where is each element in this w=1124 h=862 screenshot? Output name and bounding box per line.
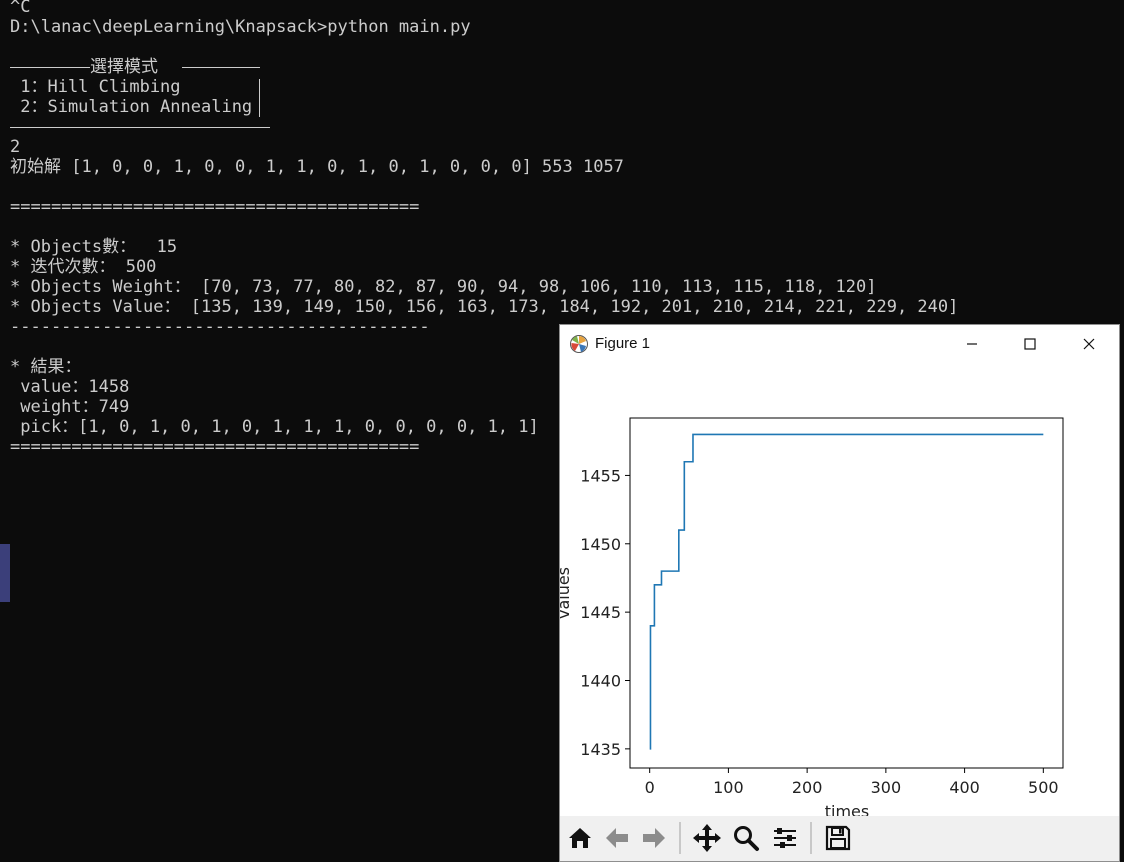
terminal-line-result-header: * 結果： [10,357,82,377]
close-button[interactable] [1060,325,1118,363]
save-icon [825,825,851,851]
menu-box-right-border [259,79,260,117]
menu-box-top-left-border [10,67,90,68]
zoom-button[interactable] [729,820,763,856]
menu-box-top-right-border [182,67,260,68]
figure-title-bar[interactable]: Figure 1 [560,325,1119,363]
configure-subplots-button[interactable] [768,820,802,856]
matplotlib-icon [570,335,588,353]
maximize-icon [1024,338,1036,350]
terminal-line-object-count: * Objects數： 15 [10,237,178,257]
x-tick-label: 300 [871,778,902,797]
menu-box-bottom-border [10,127,270,128]
forward-button[interactable] [637,820,671,856]
taskbar-edge-marker [0,544,10,602]
back-button[interactable] [600,820,634,856]
x-axis-label: times [825,802,869,817]
home-icon [569,828,591,848]
forward-arrow-icon [643,828,665,848]
figure-window[interactable]: Figure 1 1435 1440 1445 1450 1455 0 100 200 300… [559,324,1120,862]
series-line [649,433,1044,750]
terminal-line-iterations: * 迭代次數： 500 [10,257,157,277]
terminal-separator-dashed: ----------------------------------------… [10,317,430,337]
y-tick-label: 1440 [580,672,621,691]
toolbar-separator [810,822,812,854]
terminal-line-initial-solution: 初始解 [1, 0, 0, 1, 0, 0, 1, 1, 0, 1, 0, 1,… [10,157,624,177]
maximize-button[interactable] [1001,325,1059,363]
minimize-button[interactable] [943,325,1001,363]
figure-title: Figure 1 [595,335,651,352]
terminal-line-values: * Objects Value： [135, 139, 149, 150, 15… [10,297,959,317]
save-button[interactable] [821,820,855,856]
close-icon [1083,338,1095,350]
x-axis-ticks: 0 100 200 300 400 500 [645,768,1059,797]
y-tick-label: 1455 [580,466,621,485]
y-tick-label: 1450 [580,535,621,554]
plot-canvas[interactable]: 1435 1440 1445 1450 1455 0 100 200 300 400 500 ti… [560,363,1119,817]
terminal-line-result-pick: pick：[1, 0, 1, 0, 1, 0, 1, 1, 1, 0, 0, 0… [10,417,539,437]
minimize-icon [967,343,977,345]
zoom-icon [734,826,759,851]
y-tick-label: 1435 [580,740,621,759]
y-tick-label: 1445 [580,603,621,622]
terminal-line-choice: 2 [10,137,21,157]
pan-icon [693,824,721,852]
x-tick-label: 200 [792,778,823,797]
axes-frame [629,417,1064,769]
y-axis-ticks: 1435 1440 1445 1450 1455 [580,466,630,759]
figure-toolbar [560,816,1119,861]
terminal-separator-top: ======================================== [10,197,420,217]
home-button[interactable] [563,820,597,856]
configure-subplots-icon [774,828,796,848]
terminal-separator-bottom: ======================================== [10,437,420,457]
x-tick-label: 0 [645,778,655,797]
terminal-line-interrupt: ^C [10,0,31,17]
terminal-line-result-value: value：1458 [10,377,130,397]
menu-option-hill-climbing: 1：Hill Climbing [10,77,181,97]
back-arrow-icon [606,828,628,848]
toolbar-separator [679,822,681,854]
pan-button[interactable] [690,820,724,856]
x-tick-label: 400 [949,778,980,797]
y-axis-label: values [560,567,573,619]
terminal-line-weights: * Objects Weight： [70, 73, 77, 80, 82, 8… [10,277,877,297]
menu-box-title: 選擇模式 [90,57,158,77]
terminal-line-command: D:\lanac\deepLearning\Knapsack>python ma… [10,17,471,37]
terminal-line-result-weight: weight：749 [10,397,130,417]
x-tick-label: 100 [713,778,744,797]
menu-option-simulated-annealing: 2：Simulation Annealing [10,97,253,117]
x-tick-label: 500 [1028,778,1059,797]
line-chart: 1435 1440 1445 1450 1455 0 100 200 300 400 500 ti… [560,417,1064,817]
